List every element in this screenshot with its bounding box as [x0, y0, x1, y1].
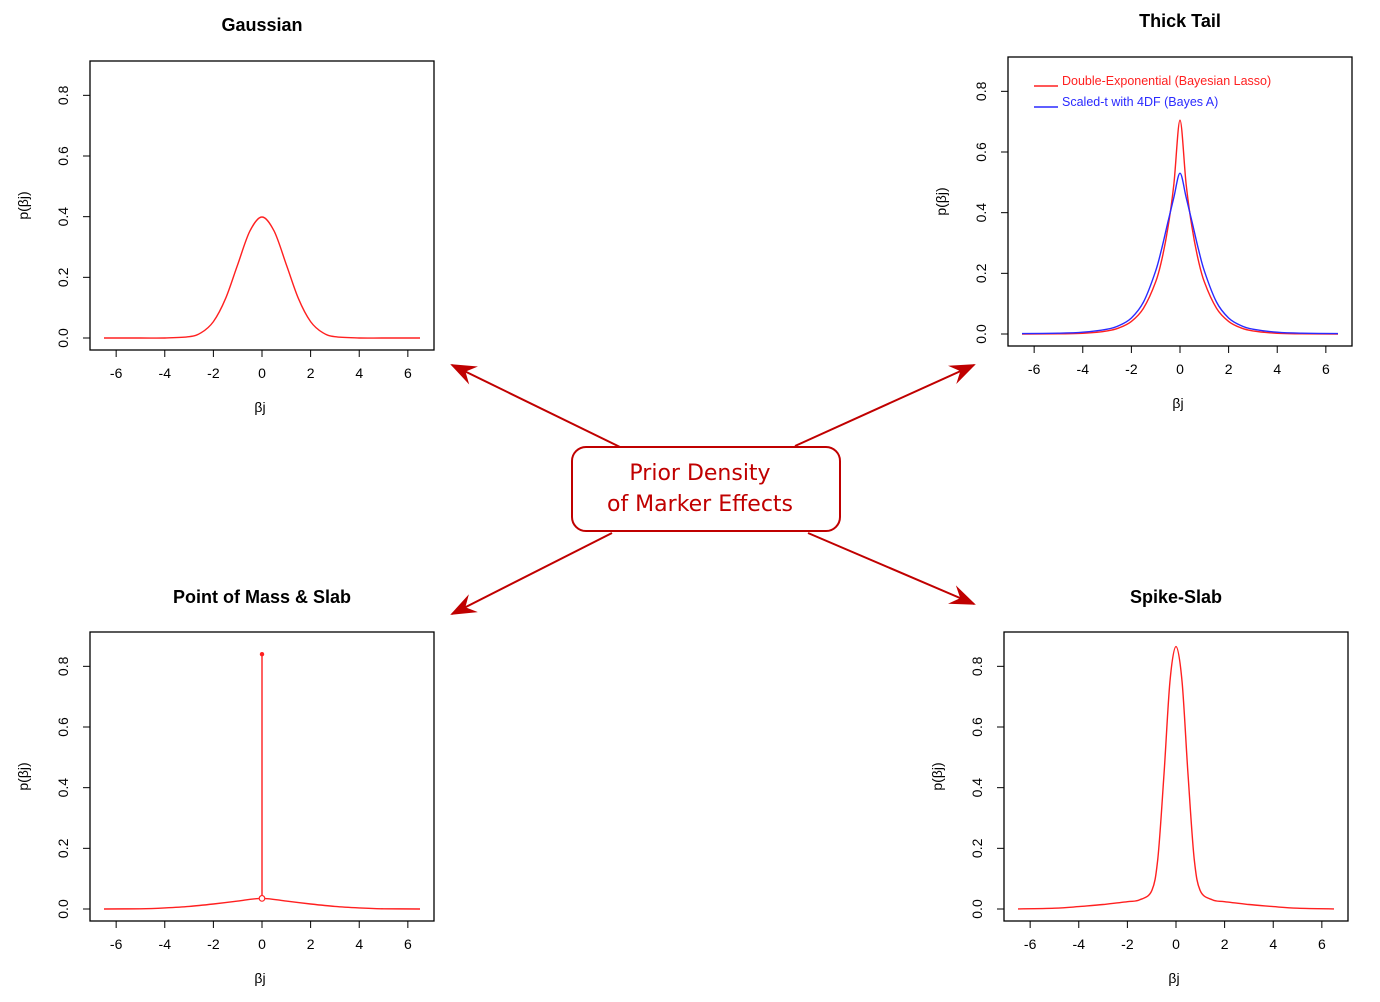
plot-title: Gaussian [221, 15, 302, 35]
series-line [1017, 645, 1335, 910]
series-line [1021, 172, 1339, 335]
x-tick-label: 0 [1176, 361, 1184, 377]
x-tick-label: -4 [159, 936, 172, 952]
y-tick-label: 0.4 [973, 203, 989, 223]
y-tick-label: 0.0 [969, 899, 985, 919]
plot-frame [89, 60, 435, 351]
arrow-to-point-mass-slab [450, 532, 613, 615]
x-tick-label: -6 [1024, 936, 1037, 952]
x-tick-label: 4 [355, 936, 363, 952]
y-tick-label: 0.2 [969, 838, 985, 858]
x-axis-label: βj [1172, 395, 1183, 411]
x-tick-label: 4 [1269, 936, 1277, 952]
y-tick-label: 0.0 [973, 324, 989, 344]
y-tick-label: 0.4 [55, 778, 71, 798]
x-tick-label: -2 [207, 365, 220, 381]
y-tick-label: 0.8 [55, 85, 71, 105]
plot-frame [1003, 631, 1349, 922]
y-tick-label: 0.8 [973, 81, 989, 101]
x-tick-label: 4 [355, 365, 363, 381]
x-tick-label: 0 [258, 365, 266, 381]
x-axis-label: βj [1168, 970, 1179, 986]
x-tick-label: 0 [1172, 936, 1180, 952]
y-tick-label: 0.8 [969, 656, 985, 676]
y-tick-label: 0.6 [55, 717, 71, 737]
plot-thick-tail: Thick Tail -6 -4 -2 0 2 4 6 0.0 0.2 0.4 0.6 0.8 βj p(β… [933, 11, 1353, 411]
y-tick-label: 0.6 [55, 146, 71, 166]
y-tick-label: 0.4 [969, 778, 985, 798]
y-axis-label: p(βj) [933, 187, 949, 215]
y-tick-label: 0.8 [55, 656, 71, 676]
x-axis-label: βj [254, 970, 265, 986]
y-axis-label: p(βj) [15, 191, 31, 219]
center-box: Prior Density of Marker Effects [571, 446, 841, 532]
legend-label: Scaled-t with 4DF (Bayes A) [1062, 95, 1218, 109]
arrow-to-spike-slab [807, 532, 976, 605]
x-tick-label: -2 [207, 936, 220, 952]
series-line [1021, 119, 1339, 335]
x-tick-label: 6 [404, 936, 412, 952]
arrows [450, 364, 976, 615]
x-tick-label: 2 [307, 936, 315, 952]
plot-title: Thick Tail [1139, 11, 1221, 31]
arrow-to-thick-tail [794, 364, 976, 447]
x-tick-label: -6 [110, 365, 123, 381]
x-tick-label: -4 [1077, 361, 1090, 377]
y-tick-label: 0.6 [969, 717, 985, 737]
x-tick-label: 2 [307, 365, 315, 381]
point-mass-top-dot [259, 652, 265, 657]
y-tick-label: 0.0 [55, 328, 71, 348]
x-tick-label: -4 [159, 365, 172, 381]
y-tick-label: 0.6 [973, 142, 989, 162]
y-axis-label: p(βj) [929, 762, 945, 790]
y-tick-label: 0.0 [55, 899, 71, 919]
x-tick-label: -6 [1028, 361, 1041, 377]
center-box-line1: Prior Density [629, 461, 770, 486]
y-axis-label: p(βj) [15, 762, 31, 790]
x-tick-label: 6 [1322, 361, 1330, 377]
x-tick-label: 2 [1221, 936, 1229, 952]
x-tick-label: 6 [1318, 936, 1326, 952]
x-tick-label: 4 [1273, 361, 1281, 377]
y-tick-label: 0.4 [55, 207, 71, 227]
y-tick-label: 0.2 [55, 838, 71, 858]
center-box-line2: of Marker Effects [607, 492, 793, 517]
y-tick-label: 0.2 [55, 267, 71, 287]
legend-label: Double-Exponential (Bayesian Lasso) [1062, 74, 1271, 88]
plot-title: Point of Mass & Slab [173, 587, 351, 607]
point-mass-open-dot [258, 894, 266, 902]
center-box-frame [571, 446, 841, 532]
x-tick-label: 2 [1225, 361, 1233, 377]
series-line [103, 216, 420, 339]
y-tick-label: 0.2 [973, 263, 989, 283]
x-tick-label: 0 [258, 936, 266, 952]
x-tick-label: 6 [404, 365, 412, 381]
plot-title: Spike-Slab [1130, 587, 1222, 607]
x-tick-label: -4 [1073, 936, 1086, 952]
arrow-to-gaussian [450, 364, 621, 448]
x-tick-label: -2 [1121, 936, 1134, 952]
x-tick-label: -6 [110, 936, 123, 952]
plot-gaussian: Gaussian -6 -4 -2 0 2 4 6 0.0 0.2 0.4 0.6 0.8 βj p(βj) [15, 15, 435, 415]
plot-point-mass-slab: Point of Mass & Slab -6 -4 -2 0 2 4 6 0.0 0.2 0.4 0… [15, 587, 435, 986]
x-tick-label: -2 [1125, 361, 1138, 377]
plot-spike-slab: Spike-Slab -6 -4 -2 0 2 4 6 0.0 0.2 0.4 0.6 0.8 βj p(β… [929, 587, 1349, 986]
x-axis-label: βj [254, 399, 265, 415]
